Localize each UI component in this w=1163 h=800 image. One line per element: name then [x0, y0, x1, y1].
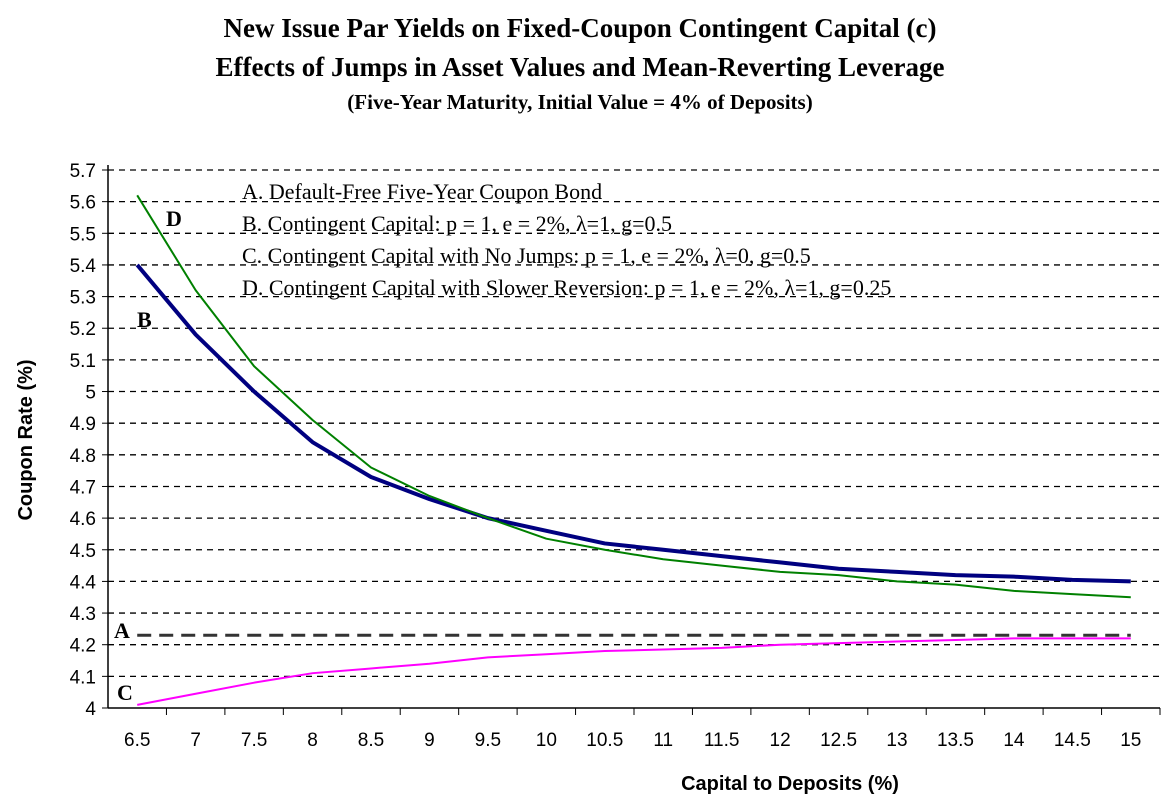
legend-entry-D: D. Contingent Capital with Slower Revers… [242, 275, 891, 300]
x-tick-label: 12.5 [820, 730, 857, 751]
y-tick-label: 5.7 [70, 161, 96, 182]
x-tick-label: 14.5 [1054, 730, 1091, 751]
x-tick-label: 12 [770, 730, 791, 751]
x-axis-label: Capital to Deposits (%) [681, 773, 899, 795]
legend-entry-C: C. Contingent Capital with No Jumps: p =… [242, 243, 811, 268]
y-tick-label: 5 [85, 383, 96, 404]
chart-title: New Issue Par Yields on Fixed-Coupon Con… [223, 13, 936, 43]
x-tick-label: 7.5 [241, 730, 267, 751]
x-tick-label: 13 [886, 730, 907, 751]
x-tick-label: 15 [1120, 730, 1141, 751]
series-D-label: D [166, 206, 182, 231]
x-tick-label: 10 [536, 730, 557, 751]
x-tick-label: 10.5 [586, 730, 623, 751]
x-tick-label: 9.5 [475, 730, 501, 751]
y-tick-label: 5.1 [70, 351, 96, 372]
y-tick-label: 4 [85, 699, 96, 720]
y-tick-label: 4.5 [70, 541, 96, 562]
x-tick-label: 9 [424, 730, 435, 751]
x-tick-label: 7 [190, 730, 201, 751]
series-A-label: A [114, 618, 130, 643]
y-tick-label: 4.4 [70, 572, 97, 593]
y-tick-label: 4.7 [70, 477, 96, 498]
x-tick-label: 6.5 [124, 730, 150, 751]
y-tick-label: 5.6 [70, 193, 96, 214]
y-tick-label: 4.2 [70, 636, 96, 657]
y-tick-label: 4.3 [70, 604, 96, 625]
y-tick-label: 5.3 [70, 288, 96, 309]
y-tick-label: 4.9 [70, 414, 96, 435]
y-tick-label: 4.6 [70, 509, 96, 530]
chart-subtitle2: (Five-Year Maturity, Initial Value = 4% … [347, 90, 812, 114]
x-tick-label: 13.5 [937, 730, 974, 751]
series-C-line [137, 637, 1131, 706]
y-tick-label: 4.1 [70, 667, 96, 688]
legend-entry-B: B. Contingent Capital: p = 1, e = 2%, λ=… [242, 211, 672, 236]
chart-subtitle: Effects of Jumps in Asset Values and Mea… [216, 52, 945, 82]
y-tick-label: 4.8 [70, 446, 96, 467]
x-tick-label: 8 [307, 730, 318, 751]
y-tick-label: 5.2 [70, 319, 96, 340]
series-B-label: B [137, 307, 152, 332]
y-tick-label: 5.4 [70, 256, 97, 277]
x-tick-label: 8.5 [358, 730, 384, 751]
x-tick-label: 14 [1003, 730, 1025, 751]
legend-entry-A: A. Default-Free Five-Year Coupon Bond [242, 179, 602, 204]
x-tick-label: 11 [653, 730, 673, 751]
series-D-line [136, 194, 1131, 599]
series-C-label: C [117, 680, 133, 705]
y-axis-label: Coupon Rate (%) [15, 359, 37, 520]
x-tick-label: 11.5 [704, 730, 740, 751]
y-tick-label: 5.5 [70, 224, 96, 245]
series-B-line [135, 263, 1131, 584]
